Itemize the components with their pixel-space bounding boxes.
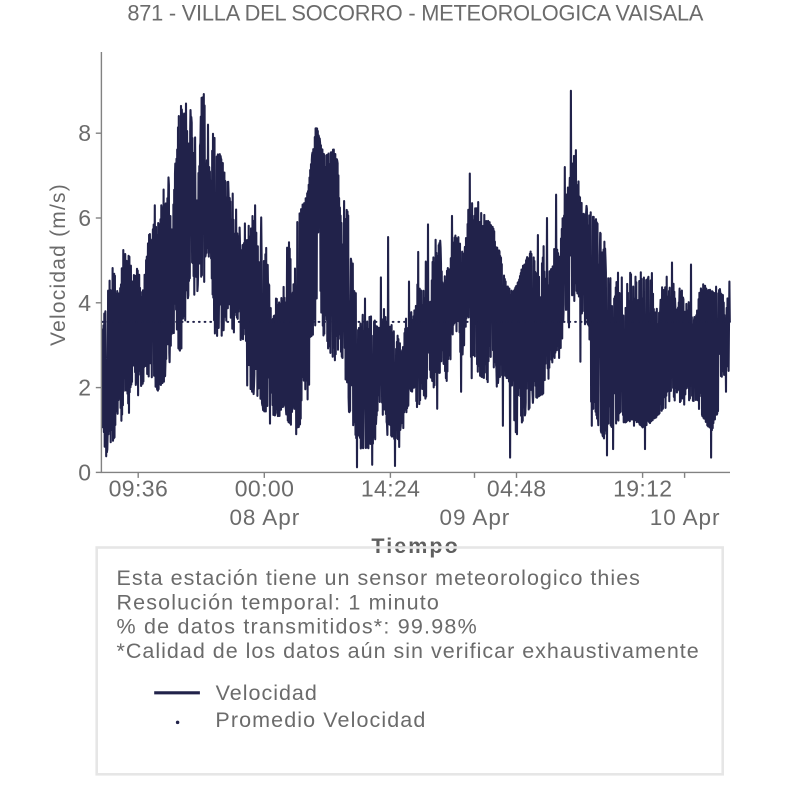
svg-text:09:36: 09:36	[109, 476, 169, 502]
svg-text:Velocidad: Velocidad	[216, 681, 318, 705]
svg-text:871 - VILLA DEL SOCORRO - METE: 871 - VILLA DEL SOCORRO - METEOROLOGICA …	[127, 1, 704, 26]
svg-text:Velocidad (m/s): Velocidad (m/s)	[47, 183, 70, 346]
svg-text:2: 2	[78, 375, 91, 401]
svg-text:Esta estación tiene un sensor: Esta estación tiene un sensor meteorolog…	[117, 566, 641, 590]
svg-text:Resolución temporal: 1 minuto: Resolución temporal: 1 minuto	[117, 591, 440, 615]
svg-text:*Calidad de los datos aún sin: *Calidad de los datos aún sin verificar …	[117, 639, 700, 663]
svg-text:04:48: 04:48	[487, 476, 547, 502]
svg-text:4: 4	[78, 290, 91, 316]
svg-text:8: 8	[78, 120, 91, 146]
svg-text:Promedio Velocidad: Promedio Velocidad	[215, 708, 426, 732]
svg-text:08 Apr: 08 Apr	[229, 505, 300, 530]
svg-text:00:00: 00:00	[235, 476, 295, 502]
svg-text:Tiempo: Tiempo	[371, 534, 459, 558]
svg-text:19:12: 19:12	[613, 476, 672, 502]
svg-text:% de datos transmitidos*: 99.9: % de datos transmitidos*: 99.98%	[117, 615, 478, 639]
svg-text:09 Apr: 09 Apr	[440, 505, 511, 530]
svg-text:0: 0	[78, 459, 91, 485]
svg-text:10 Apr: 10 Apr	[650, 505, 721, 530]
svg-text:6: 6	[78, 205, 91, 231]
svg-text:14:24: 14:24	[361, 476, 421, 502]
